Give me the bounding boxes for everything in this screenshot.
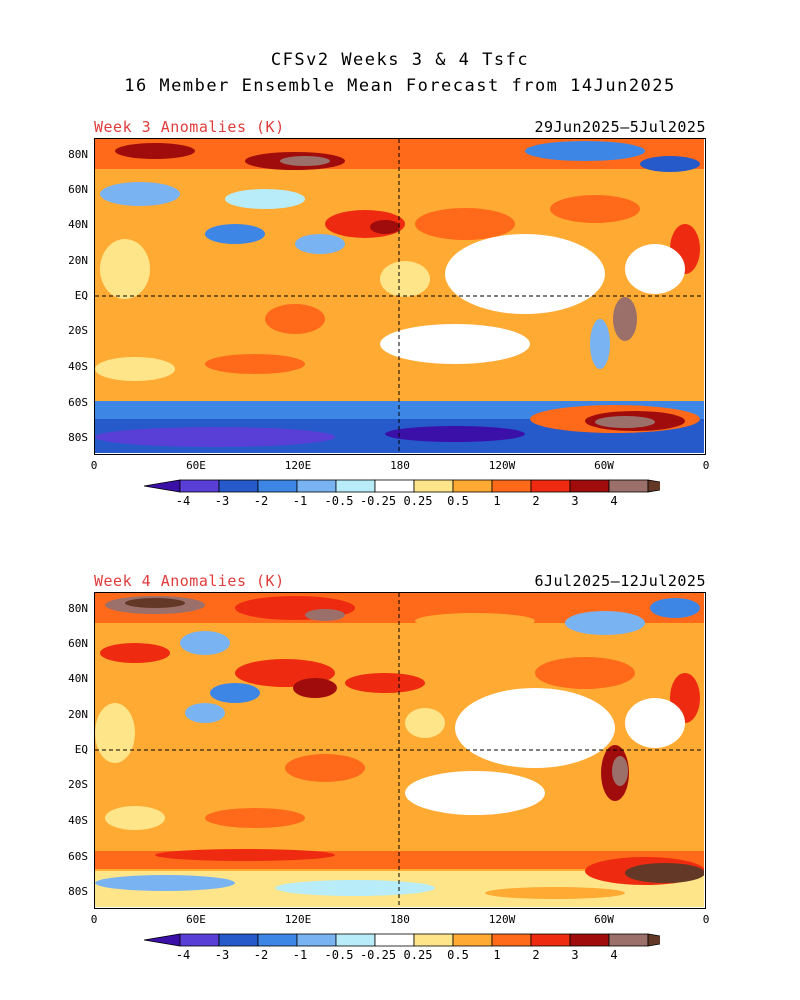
- lon-label: 60W: [594, 459, 614, 472]
- lon-label: 120W: [488, 459, 516, 472]
- colorbar-label: 2: [532, 494, 540, 508]
- panel-date-range: 6Jul2025–12Jul2025: [534, 572, 706, 590]
- colorbar-swatch: [569, 479, 610, 493]
- colorbar-label: 3: [571, 494, 579, 508]
- colorbar-swatch: [452, 479, 493, 493]
- colorbar-label: -4: [175, 494, 191, 508]
- panel-date-range: 29Jun2025–5Jul2025: [534, 118, 706, 136]
- colorbar-label: 4: [610, 948, 618, 962]
- colorbar-swatch: [296, 479, 337, 493]
- colorbar-label: -0.25: [359, 494, 397, 508]
- panel-title: Week 3 Anomalies (K): [94, 118, 285, 136]
- colorbar-swatch: [257, 933, 298, 947]
- colorbar-label: -0.25: [359, 948, 397, 962]
- colorbar-swatch: [374, 933, 415, 947]
- colorbar-swatch: [257, 479, 298, 493]
- colorbar-swatch: [218, 479, 259, 493]
- colorbar: [143, 933, 660, 947]
- lat-label: 80S: [68, 885, 88, 898]
- colorbar-swatch: [530, 933, 571, 947]
- colorbar-swatch: [335, 479, 376, 493]
- lon-label: 60E: [186, 459, 206, 472]
- colorbar-label: 1: [493, 948, 501, 962]
- colorbar-label: -1: [292, 494, 308, 508]
- lon-label: 120E: [284, 913, 312, 926]
- colorbar-swatch: [452, 933, 493, 947]
- colorbar-label: -2: [253, 948, 269, 962]
- colorbar-label: 0.25: [403, 948, 433, 962]
- lat-label: 40S: [68, 814, 88, 827]
- lat-label: 60S: [68, 850, 88, 863]
- lon-label: 120E: [284, 459, 312, 472]
- lat-label: 40N: [68, 218, 88, 231]
- anomaly-field: [95, 139, 704, 453]
- main-title-line2: 16 Member Ensemble Mean Forecast from 14…: [124, 76, 676, 96]
- lat-label: EQ: [74, 289, 88, 302]
- colorbar-low-arrow: [143, 479, 181, 493]
- colorbar-label: -4: [175, 948, 191, 962]
- main-title-line1: CFSv2 Weeks 3 & 4 Tsfc: [270, 50, 530, 70]
- colorbar-swatch: [530, 479, 571, 493]
- colorbar-label: -0.5: [324, 494, 354, 508]
- lat-label: 60N: [68, 637, 88, 650]
- colorbar-low-arrow: [143, 933, 181, 947]
- colorbar: [143, 479, 660, 493]
- colorbar-swatch: [179, 933, 220, 947]
- colorbar-label: -1: [292, 948, 308, 962]
- lon-label: 180: [390, 459, 410, 472]
- anomaly-map-week3: [94, 138, 706, 455]
- colorbar-swatch: [296, 933, 337, 947]
- lon-label: 120W: [488, 913, 516, 926]
- colorbar-label: -3: [214, 494, 230, 508]
- colorbar-swatch: [608, 933, 649, 947]
- colorbar-label: -3: [214, 948, 230, 962]
- colorbar-label: -0.5: [324, 948, 354, 962]
- colorbar-label: 2: [532, 948, 540, 962]
- lat-label: 80S: [68, 431, 88, 444]
- lat-label: 20S: [68, 324, 88, 337]
- colorbar-label: -2: [253, 494, 269, 508]
- colorbar-high-arrow: [647, 479, 660, 493]
- colorbar-swatch: [335, 933, 376, 947]
- lon-label: 0: [702, 459, 710, 472]
- lat-label: 20N: [68, 708, 88, 721]
- colorbar-swatch: [608, 479, 649, 493]
- colorbar-swatch: [491, 933, 532, 947]
- lat-label: 20N: [68, 254, 88, 267]
- colorbar-swatch: [218, 933, 259, 947]
- colorbar-label: 0.5: [447, 494, 469, 508]
- colorbar-swatch: [413, 479, 454, 493]
- lat-label: 40N: [68, 672, 88, 685]
- lat-label: 80N: [68, 148, 88, 161]
- colorbar-high-arrow: [647, 933, 660, 947]
- lon-label: 0: [702, 913, 710, 926]
- lon-label: 60W: [594, 913, 614, 926]
- lon-label: 0: [90, 913, 98, 926]
- colorbar-label: 4: [610, 494, 618, 508]
- colorbar-label: 0.25: [403, 494, 433, 508]
- anomaly-field: [95, 593, 705, 907]
- anomaly-map-week4: [94, 592, 706, 909]
- lat-label: 20S: [68, 778, 88, 791]
- lat-label: EQ: [74, 743, 88, 756]
- colorbar-swatch: [569, 933, 610, 947]
- lat-label: 60S: [68, 396, 88, 409]
- colorbar-label: 3: [571, 948, 579, 962]
- colorbar-label: 1: [493, 494, 501, 508]
- lon-label: 0: [90, 459, 98, 472]
- lon-label: 60E: [186, 913, 206, 926]
- lat-label: 80N: [68, 602, 88, 615]
- colorbar-swatch: [374, 479, 415, 493]
- colorbar-label: 0.5: [447, 948, 469, 962]
- colorbar-swatch: [491, 479, 532, 493]
- panel-title: Week 4 Anomalies (K): [94, 572, 285, 590]
- colorbar-swatch: [413, 933, 454, 947]
- lat-label: 60N: [68, 183, 88, 196]
- colorbar-swatch: [179, 479, 220, 493]
- lon-label: 180: [390, 913, 410, 926]
- lat-label: 40S: [68, 360, 88, 373]
